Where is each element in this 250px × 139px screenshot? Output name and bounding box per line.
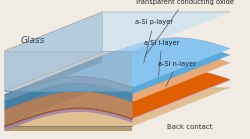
Polygon shape bbox=[5, 88, 102, 130]
Polygon shape bbox=[5, 44, 230, 101]
Polygon shape bbox=[5, 70, 230, 127]
Polygon shape bbox=[5, 52, 230, 109]
Polygon shape bbox=[5, 126, 132, 131]
Text: a Si i-layer: a Si i-layer bbox=[144, 40, 180, 76]
Polygon shape bbox=[5, 12, 230, 51]
Polygon shape bbox=[5, 109, 132, 130]
Text: Back contact: Back contact bbox=[167, 124, 213, 130]
Polygon shape bbox=[5, 83, 132, 109]
Polygon shape bbox=[5, 88, 230, 126]
Polygon shape bbox=[5, 88, 102, 131]
Polygon shape bbox=[5, 77, 132, 101]
Polygon shape bbox=[5, 51, 132, 91]
Polygon shape bbox=[5, 70, 102, 126]
Polygon shape bbox=[5, 12, 102, 91]
Polygon shape bbox=[5, 69, 230, 126]
Polygon shape bbox=[5, 87, 102, 127]
Polygon shape bbox=[5, 56, 102, 101]
Polygon shape bbox=[5, 12, 102, 91]
Text: a-Si p-layer: a-Si p-layer bbox=[135, 19, 173, 63]
Text: a-Si n-layer: a-Si n-layer bbox=[158, 61, 196, 87]
Polygon shape bbox=[5, 108, 132, 127]
Polygon shape bbox=[5, 91, 132, 126]
Text: Glass: Glass bbox=[20, 36, 45, 45]
Polygon shape bbox=[5, 62, 102, 109]
Polygon shape bbox=[5, 38, 230, 95]
Text: Transparent conducting oxide: Transparent conducting oxide bbox=[135, 0, 234, 57]
